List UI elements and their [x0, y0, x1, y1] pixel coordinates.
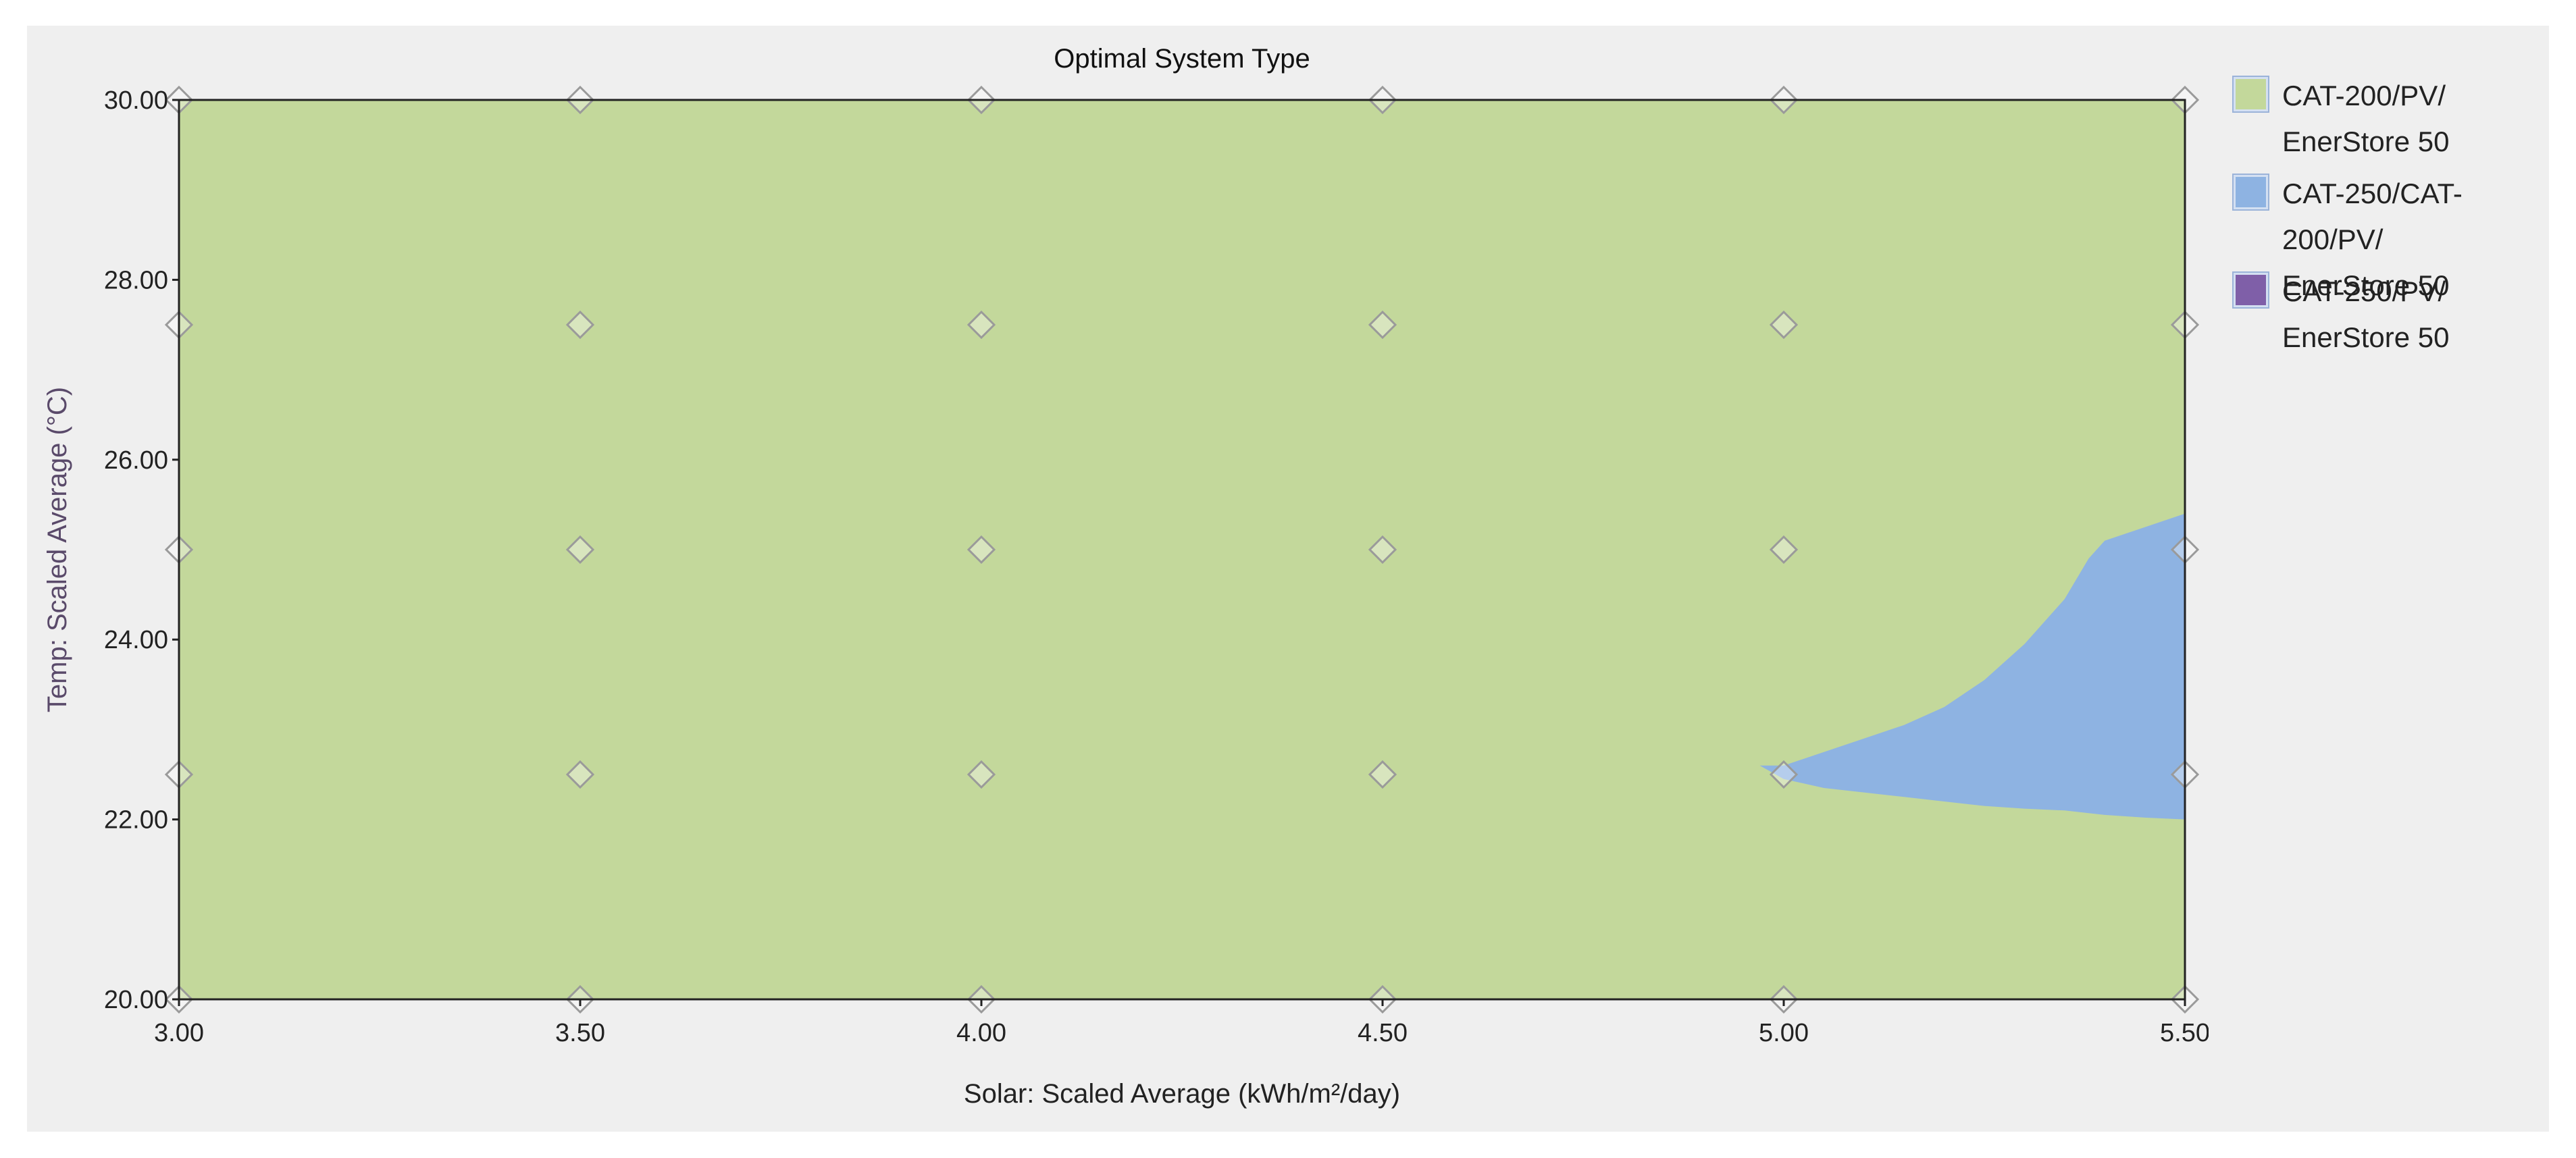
- plot-area[interactable]: [164, 85, 2200, 1014]
- sample-point-marker[interactable]: [565, 310, 595, 340]
- x-tick-label: 3.00: [154, 1019, 204, 1047]
- sample-point-marker[interactable]: [967, 535, 996, 564]
- y-tick-label: 20.00: [104, 986, 168, 1014]
- cat-250-cat-200-region: [1759, 513, 2185, 820]
- legend-swatch: [2232, 271, 2269, 309]
- background-region: [179, 100, 2185, 999]
- sample-point-marker[interactable]: [1769, 535, 1799, 564]
- legend-label: CAT-250/PV/ EnerStore 50: [2282, 275, 2450, 353]
- y-axis-ticks: 20.00 22.00 24.00 26.00 28.00 30.00: [104, 86, 179, 1014]
- x-tick-label: 4.00: [956, 1019, 1006, 1047]
- x-tick-label: 5.00: [1759, 1019, 1809, 1047]
- x-axis-label: Solar: Scaled Average (kWh/m²/day): [964, 1079, 1400, 1109]
- sample-point-marker[interactable]: [1368, 760, 1397, 789]
- sample-point-marker[interactable]: [565, 760, 595, 789]
- legend: CAT-200/PV/ EnerStore 50 CAT-250/CAT-200…: [2231, 76, 2548, 371]
- legend-item[interactable]: CAT-250/PV/ EnerStore 50: [2231, 271, 2548, 371]
- sample-point-marker[interactable]: [967, 760, 996, 789]
- x-axis-ticks: 3.00 3.50 4.00 4.50 5.00 5.50: [154, 999, 2209, 1047]
- legend-swatch: [2232, 174, 2269, 211]
- sample-point-marker[interactable]: [1769, 760, 1799, 789]
- legend-label: CAT-200/PV/ EnerStore 50: [2282, 80, 2450, 157]
- chart-panel: Optimal System Type 3.00 3.50 4.00 4.50 5.00…: [27, 26, 2549, 1132]
- x-tick-label: 3.50: [555, 1019, 605, 1047]
- sample-point-marker[interactable]: [967, 310, 996, 340]
- plot-border: [178, 99, 2186, 1001]
- x-tick-label: 4.50: [1358, 1019, 1408, 1047]
- optimal-system-type-chart: Optimal System Type 3.00 3.50 4.00 4.50 5.00…: [43, 44, 2209, 1109]
- sample-point-marker[interactable]: [1368, 535, 1397, 564]
- sample-point-marker[interactable]: [565, 535, 595, 564]
- y-tick-label: 26.00: [104, 446, 168, 475]
- x-tick-label: 5.50: [2160, 1019, 2209, 1047]
- sample-point-marker[interactable]: [1769, 310, 1799, 340]
- sample-point-markers: [164, 85, 2200, 1014]
- y-tick-label: 30.00: [104, 86, 168, 115]
- sample-point-marker[interactable]: [1368, 310, 1397, 340]
- y-tick-label: 22.00: [104, 806, 168, 835]
- chart-title: Optimal System Type: [1054, 44, 1310, 74]
- legend-item[interactable]: CAT-250/CAT-200/PV/ EnerStore 50: [2231, 174, 2548, 301]
- legend-swatch: [2232, 76, 2269, 113]
- y-tick-label: 28.00: [104, 266, 168, 294]
- y-tick-label: 24.00: [104, 626, 168, 654]
- legend-item[interactable]: CAT-200/PV/ EnerStore 50: [2231, 76, 2548, 175]
- legend-label: CAT-250/CAT-200/PV/ EnerStore 50: [2282, 178, 2463, 301]
- y-axis-label: Temp: Scaled Average (°C): [43, 387, 72, 712]
